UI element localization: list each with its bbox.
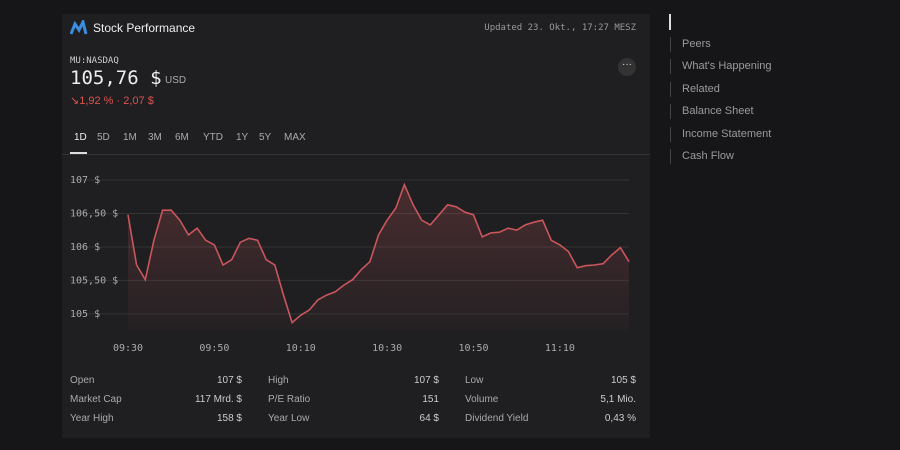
y-tick-label: 105 $ [70,309,100,320]
y-tick-label: 107 $ [70,175,100,186]
change-abs: 2,07 $ [123,95,154,107]
stat-label: Market Cap [70,394,122,405]
price: 105,76 $ [70,67,162,89]
stat-value: 158 $ [216,413,242,424]
stat-label: Low [465,375,484,386]
stat-label: P/E Ratio [268,394,311,405]
stat-value: 0,43 % [604,413,636,424]
nav-link[interactable]: What's Happening [670,59,772,75]
x-tick-label: 10:50 [458,343,488,354]
stat-value: 107 $ [413,375,439,386]
title: Stock Performance [93,21,196,35]
x-tick-label: 10:30 [372,343,402,354]
range-tab[interactable]: 5Y [259,132,272,143]
symbol: MU:NASDAQ [70,56,119,66]
price-line [127,182,630,324]
currency: USD [165,75,187,86]
stat-value: 105 $ [610,375,636,386]
more-button[interactable]: ··· [618,58,636,76]
stat-value: 64 $ [419,413,439,424]
x-tick-label: 09:50 [199,343,229,354]
nav-link[interactable]: Related [670,81,720,97]
stat-value: 117 Mrd. $ [194,394,242,405]
area [128,184,629,331]
nav-link[interactable]: Income Statement [670,126,771,142]
stat-label: High [268,375,289,386]
range-tab[interactable]: 1D [74,132,87,143]
stat-value: 151 [422,394,439,405]
range-tab[interactable]: MAX [284,132,306,143]
y-tick-label: 106 $ [70,242,100,253]
range-tab[interactable]: 3M [148,132,162,143]
x-tick-label: 11:10 [545,343,575,354]
change: ↘1,92 % · 2,07 $ [70,95,154,107]
range-tab[interactable]: 6M [175,132,189,143]
stat-label: Dividend Yield [465,413,529,424]
y-tick-label: 106,50 $ [70,208,118,219]
stat-value: 5,1 Mio. [600,394,636,405]
stat-label: Year High [70,413,114,424]
stat-value: 107 $ [216,375,242,386]
stat-label: Volume [465,394,499,405]
active-tab-indicator [70,152,87,154]
x-tick-label: 09:30 [113,343,143,354]
updated: Updated 23. Okt., 17:27 MESZ [484,23,636,33]
range-tab[interactable]: 1M [123,132,137,143]
nav-link[interactable]: Balance Sheet [670,104,754,120]
logo [70,20,88,35]
nav-link[interactable]: Cash Flow [670,149,734,164]
x-tick-label: 10:10 [286,343,316,354]
nav-indicator [669,14,671,30]
stat-label: Open [70,375,95,386]
range-tab[interactable]: YTD [203,132,223,143]
range-tab[interactable]: 1Y [236,132,249,143]
divider [62,154,650,155]
stat-label: Year Low [268,413,310,424]
nav-link[interactable]: Peers [670,37,711,52]
change-pct: 1,92 % [79,95,114,107]
y-tick-label: 105,50 $ [70,275,118,286]
range-tab[interactable]: 5D [97,132,110,143]
